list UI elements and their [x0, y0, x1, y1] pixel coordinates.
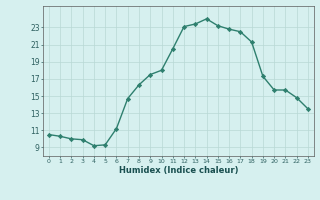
X-axis label: Humidex (Indice chaleur): Humidex (Indice chaleur)	[119, 166, 238, 175]
